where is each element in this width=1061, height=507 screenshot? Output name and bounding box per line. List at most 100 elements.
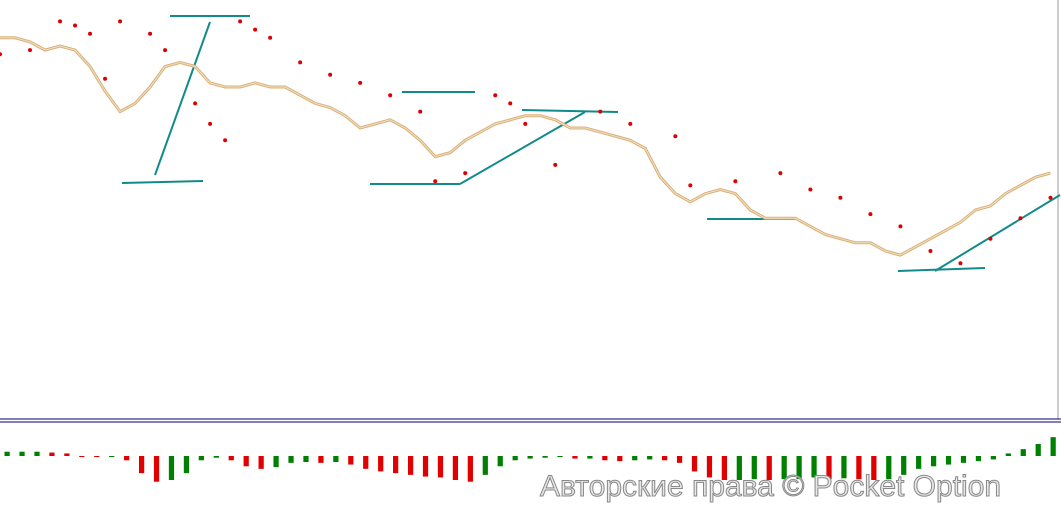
- oscillator-bar: [527, 456, 533, 459]
- oscillator-bar: [886, 456, 892, 480]
- trend-line: [521, 109, 619, 113]
- sar-dot: [733, 179, 738, 184]
- sar-dot: [688, 183, 693, 188]
- sar-dot: [838, 195, 843, 200]
- oscillator-bar: [318, 456, 324, 463]
- trend-line: [459, 111, 586, 185]
- trend-line: [154, 21, 211, 176]
- oscillator-bar: [602, 456, 608, 461]
- sar-dot: [193, 101, 198, 106]
- sar-dot: [523, 121, 528, 126]
- oscillator-bar: [1050, 437, 1056, 456]
- oscillator-bar: [124, 456, 130, 461]
- oscillator-bar: [109, 456, 115, 457]
- oscillator-bar: [333, 456, 339, 462]
- trend-lines: [121, 15, 1061, 272]
- oscillator-bar: [706, 456, 713, 478]
- oscillator-bar: [647, 456, 653, 460]
- oscillator-bar: [183, 456, 190, 474]
- oscillator-bar: [437, 456, 444, 478]
- oscillator-bar: [856, 456, 862, 480]
- oscillator-bar: [930, 456, 937, 467]
- trend-line: [121, 180, 204, 184]
- sar-dot: [553, 162, 558, 167]
- sar-dot: [988, 236, 993, 241]
- oscillator-bar: [721, 456, 728, 480]
- oscillator-bar: [422, 456, 429, 477]
- oscillator-bar: [557, 456, 563, 457]
- oscillator-bar: [1035, 444, 1041, 456]
- oscillator-bar: [497, 456, 503, 467]
- oscillator-bar: [168, 456, 175, 480]
- oscillator-bar: [617, 456, 623, 462]
- oscillator-bar: [213, 456, 219, 458]
- oscillator-bar: [303, 456, 309, 462]
- sar-dot: [808, 187, 813, 192]
- oscillator-bar: [64, 453, 70, 456]
- oscillator-bar: [34, 451, 40, 456]
- sar-dot: [463, 171, 468, 176]
- oscillator-bar: [662, 456, 668, 461]
- oscillator-bar: [363, 456, 369, 469]
- sar-dot: [58, 19, 63, 24]
- sar-dot: [493, 93, 498, 98]
- oscillator-bar: [407, 456, 414, 475]
- oscillator-bar: [781, 456, 787, 480]
- oscillator-bar: [393, 456, 399, 474]
- oscillator-bar: [94, 456, 100, 457]
- oscillator-bar: [1005, 453, 1011, 456]
- oscillator-bar: [990, 456, 996, 460]
- sar-dot: [508, 101, 513, 106]
- oscillator-bar: [482, 456, 488, 475]
- oscillator-bar: [198, 456, 204, 461]
- sar-dot: [928, 249, 933, 253]
- sar-dot: [868, 212, 873, 217]
- sar-dot: [253, 27, 258, 32]
- oscillator-bar: [796, 456, 802, 480]
- sar-dot: [0, 52, 2, 57]
- oscillator-bar: [691, 456, 698, 472]
- sar-dot: [418, 109, 423, 114]
- oscillator-bar: [826, 456, 832, 480]
- sar-dot: [223, 138, 228, 143]
- oscillator-bar: [572, 456, 578, 459]
- sar-dot: [388, 93, 393, 98]
- sar-dot: [73, 23, 78, 28]
- sar-dot: [118, 19, 123, 24]
- sar-dot: [148, 31, 153, 36]
- sar-dot: [628, 121, 633, 126]
- trend-line: [934, 194, 1061, 272]
- oscillator-bar: [736, 456, 742, 480]
- moving-average-core: [0, 37, 1051, 256]
- sar-dot: [28, 48, 33, 53]
- oscillator-bar: [975, 456, 982, 462]
- oscillator-bar: [378, 456, 384, 472]
- oscillator-bar: [512, 456, 518, 461]
- oscillator-bar: [916, 456, 922, 469]
- oscillator-bar: [273, 456, 279, 468]
- oscillator-bar: [19, 451, 25, 456]
- oscillator-bar: [1020, 449, 1026, 456]
- sar-dot: [238, 19, 243, 24]
- oscillator-bar: [587, 456, 593, 459]
- sar-dot: [103, 76, 108, 81]
- oscillator-bar: [676, 456, 683, 463]
- oscillator-bar: [49, 452, 55, 456]
- oscillator-bar: [243, 456, 249, 467]
- oscillator-bar: [153, 456, 160, 482]
- trend-line: [897, 267, 986, 272]
- sar-dot: [298, 60, 303, 65]
- oscillator-bar: [811, 456, 817, 478]
- sar-dot: [358, 80, 363, 85]
- sar-dot: [268, 35, 273, 40]
- sar-dot: [328, 72, 333, 77]
- oscillator-bar: [945, 456, 952, 465]
- sar-dot: [1048, 195, 1053, 200]
- oscillator-bar: [751, 456, 757, 480]
- oscillator-bar: [258, 456, 264, 469]
- oscillator-bar: [228, 456, 234, 461]
- sar-dot: [163, 48, 168, 53]
- oscillator-bar: [901, 456, 907, 475]
- watermark: Авторские права © Pocket Option: [540, 470, 1001, 503]
